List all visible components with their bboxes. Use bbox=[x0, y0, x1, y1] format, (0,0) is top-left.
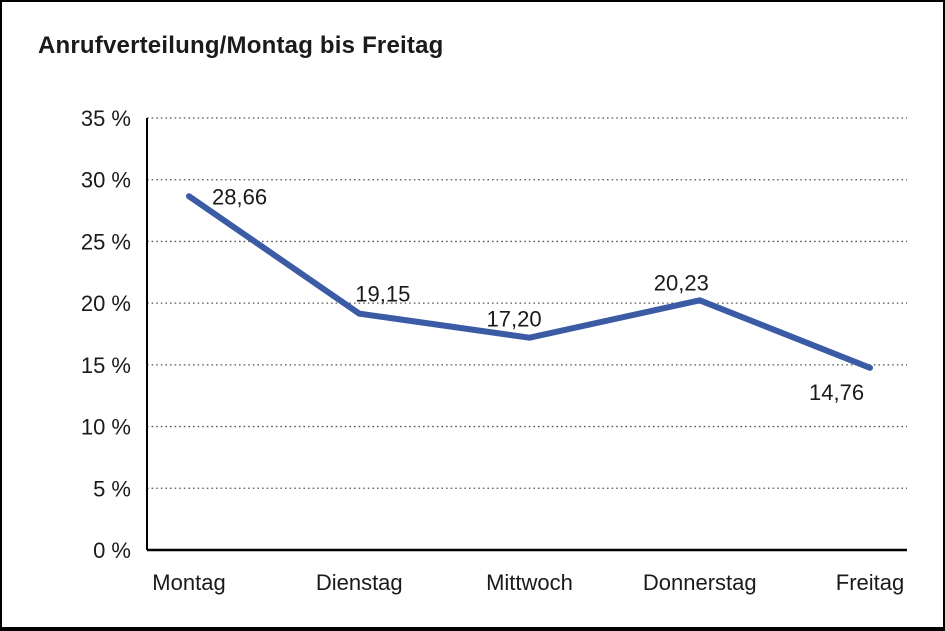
y-tick-label: 15 % bbox=[81, 353, 131, 378]
y-tick-label: 0 % bbox=[93, 538, 131, 563]
x-category-label: Mittwoch bbox=[486, 570, 573, 595]
value-label: 19,15 bbox=[355, 282, 410, 307]
y-tick-label: 10 % bbox=[81, 415, 131, 440]
x-category-label: Dienstag bbox=[316, 570, 403, 595]
x-category-label: Donnerstag bbox=[643, 570, 757, 595]
y-tick-label: 25 % bbox=[81, 229, 131, 254]
y-tick-label: 20 % bbox=[81, 291, 131, 316]
y-tick-label: 35 % bbox=[81, 106, 131, 131]
value-label: 20,23 bbox=[654, 270, 709, 295]
data-line bbox=[186, 193, 873, 371]
value-label: 14,76 bbox=[809, 380, 864, 405]
y-tick-label: 30 % bbox=[81, 168, 131, 193]
x-category-label: Montag bbox=[152, 570, 225, 595]
x-category-label: Freitag bbox=[836, 570, 904, 595]
value-label: 17,20 bbox=[487, 307, 542, 332]
value-label: 28,66 bbox=[212, 184, 267, 209]
chart-title: Anrufverteilung/Montag bis Freitag bbox=[38, 32, 444, 59]
y-tick-label: 5 % bbox=[93, 476, 131, 501]
